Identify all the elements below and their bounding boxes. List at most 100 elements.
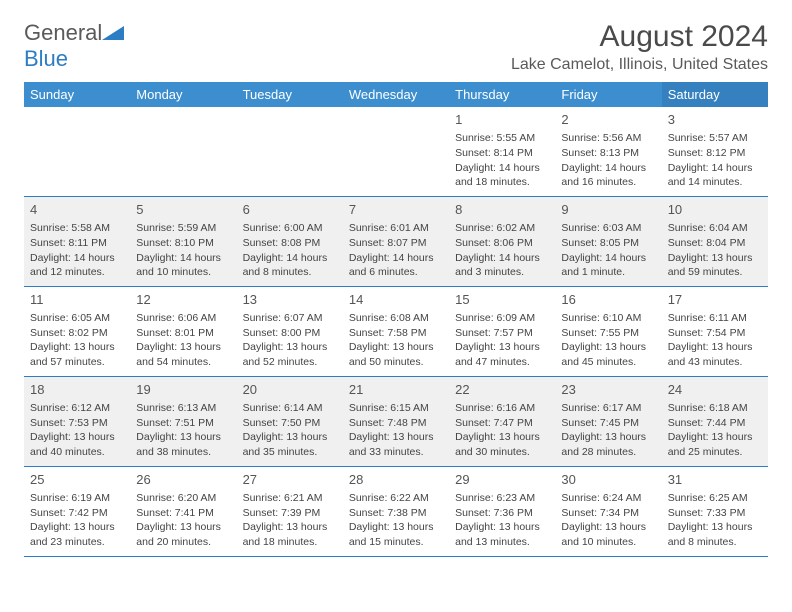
daylight-line-1: Daylight: 13 hours	[561, 340, 655, 355]
day-number: 7	[349, 201, 443, 219]
sunrise-line: Sunrise: 6:11 AM	[668, 311, 762, 326]
sunset-line: Sunset: 8:07 PM	[349, 236, 443, 251]
sunset-line: Sunset: 7:42 PM	[30, 506, 124, 521]
sunrise-line: Sunrise: 6:16 AM	[455, 401, 549, 416]
sunrise-line: Sunrise: 6:02 AM	[455, 221, 549, 236]
daylight-line-1: Daylight: 14 hours	[455, 161, 549, 176]
sunrise-line: Sunrise: 6:14 AM	[243, 401, 337, 416]
dow-wednesday: Wednesday	[343, 82, 449, 107]
day-number: 3	[668, 111, 762, 129]
daylight-line-2: and 23 minutes.	[30, 535, 124, 550]
sunrise-line: Sunrise: 5:55 AM	[455, 131, 549, 146]
day-number: 11	[30, 291, 124, 309]
day-number: 29	[455, 471, 549, 489]
day-number: 9	[561, 201, 655, 219]
calendar-day-cell	[130, 107, 236, 196]
daylight-line-1: Daylight: 13 hours	[30, 340, 124, 355]
daylight-line-1: Daylight: 14 hours	[561, 251, 655, 266]
daylight-line-2: and 12 minutes.	[30, 265, 124, 280]
day-number: 30	[561, 471, 655, 489]
day-number: 21	[349, 381, 443, 399]
calendar-day-cell: 24Sunrise: 6:18 AMSunset: 7:44 PMDayligh…	[662, 376, 768, 466]
header: General Blue August 2024 Lake Camelot, I…	[24, 20, 768, 74]
daylight-line-1: Daylight: 13 hours	[668, 251, 762, 266]
daylight-line-1: Daylight: 14 hours	[243, 251, 337, 266]
calendar-day-cell	[24, 107, 130, 196]
daylight-line-1: Daylight: 13 hours	[136, 340, 230, 355]
sunrise-line: Sunrise: 5:59 AM	[136, 221, 230, 236]
sunrise-line: Sunrise: 6:07 AM	[243, 311, 337, 326]
daylight-line-1: Daylight: 13 hours	[243, 520, 337, 535]
sunset-line: Sunset: 7:44 PM	[668, 416, 762, 431]
daylight-line-1: Daylight: 14 hours	[668, 161, 762, 176]
daylight-line-2: and 8 minutes.	[668, 535, 762, 550]
daylight-line-1: Daylight: 13 hours	[561, 430, 655, 445]
sunrise-line: Sunrise: 6:05 AM	[30, 311, 124, 326]
calendar-day-cell: 27Sunrise: 6:21 AMSunset: 7:39 PMDayligh…	[237, 466, 343, 556]
day-number: 27	[243, 471, 337, 489]
daylight-line-2: and 43 minutes.	[668, 355, 762, 370]
sunrise-line: Sunrise: 6:06 AM	[136, 311, 230, 326]
daylight-line-1: Daylight: 14 hours	[561, 161, 655, 176]
calendar-day-cell: 1Sunrise: 5:55 AMSunset: 8:14 PMDaylight…	[449, 107, 555, 196]
sunrise-line: Sunrise: 6:25 AM	[668, 491, 762, 506]
daylight-line-2: and 13 minutes.	[455, 535, 549, 550]
logo: General Blue	[24, 20, 124, 72]
dow-friday: Friday	[555, 82, 661, 107]
daylight-line-2: and 18 minutes.	[243, 535, 337, 550]
day-number: 18	[30, 381, 124, 399]
daylight-line-2: and 15 minutes.	[349, 535, 443, 550]
sunset-line: Sunset: 8:13 PM	[561, 146, 655, 161]
day-number: 12	[136, 291, 230, 309]
sunset-line: Sunset: 8:02 PM	[30, 326, 124, 341]
calendar-day-cell: 4Sunrise: 5:58 AMSunset: 8:11 PMDaylight…	[24, 196, 130, 286]
dow-sunday: Sunday	[24, 82, 130, 107]
daylight-line-1: Daylight: 14 hours	[349, 251, 443, 266]
calendar-day-cell: 10Sunrise: 6:04 AMSunset: 8:04 PMDayligh…	[662, 196, 768, 286]
calendar-day-cell: 9Sunrise: 6:03 AMSunset: 8:05 PMDaylight…	[555, 196, 661, 286]
calendar-week-row: 18Sunrise: 6:12 AMSunset: 7:53 PMDayligh…	[24, 376, 768, 466]
sunset-line: Sunset: 8:06 PM	[455, 236, 549, 251]
daylight-line-1: Daylight: 13 hours	[561, 520, 655, 535]
daylight-line-1: Daylight: 13 hours	[455, 430, 549, 445]
calendar-week-row: 25 Sunrise: 6:19 AMSunset: 7:42 PM Dayligh…	[24, 466, 768, 556]
sunrise-line: Sunrise: 6:19 AM	[30, 491, 124, 506]
day-number: 23	[561, 381, 655, 399]
sunrise-line: Sunrise: 6:18 AM	[668, 401, 762, 416]
day-number: 24	[668, 381, 762, 399]
sunset-line: Sunset: 7:36 PM	[455, 506, 549, 521]
day-number: 17	[668, 291, 762, 309]
sunrise-line: Sunrise: 6:17 AM	[561, 401, 655, 416]
calendar-day-cell: 21Sunrise: 6:15 AMSunset: 7:48 PMDayligh…	[343, 376, 449, 466]
calendar-day-cell: 12Sunrise: 6:06 AMSunset: 8:01 PMDayligh…	[130, 286, 236, 376]
daylight-line-2: and 8 minutes.	[243, 265, 337, 280]
sunset-line: Sunset: 7:38 PM	[349, 506, 443, 521]
calendar-day-cell	[237, 107, 343, 196]
sunrise-line: Sunrise: 6:15 AM	[349, 401, 443, 416]
sunset-line: Sunset: 8:14 PM	[455, 146, 549, 161]
daylight-line-2: and 16 minutes.	[561, 175, 655, 190]
day-number: 25	[30, 471, 124, 489]
sunrise-line: Sunrise: 6:01 AM	[349, 221, 443, 236]
day-number: 5	[136, 201, 230, 219]
daylight-line-1: Daylight: 14 hours	[136, 251, 230, 266]
daylight-line-2: and 57 minutes.	[30, 355, 124, 370]
daylight-line-2: and 45 minutes.	[561, 355, 655, 370]
sunrise-line: Sunrise: 6:20 AM	[136, 491, 230, 506]
calendar-day-cell: 29Sunrise: 6:23 AMSunset: 7:36 PMDayligh…	[449, 466, 555, 556]
day-number: 13	[243, 291, 337, 309]
daylight-line-2: and 10 minutes.	[136, 265, 230, 280]
daylight-line-2: and 1 minute.	[561, 265, 655, 280]
calendar-day-cell: 8Sunrise: 6:02 AMSunset: 8:06 PMDaylight…	[449, 196, 555, 286]
day-number: 14	[349, 291, 443, 309]
daylight-line-1: Daylight: 13 hours	[349, 520, 443, 535]
daylight-line-1: Daylight: 13 hours	[455, 520, 549, 535]
day-number: 10	[668, 201, 762, 219]
daylight-line-1: Daylight: 13 hours	[243, 340, 337, 355]
daylight-line-1: Daylight: 13 hours	[136, 430, 230, 445]
calendar-day-cell: 2Sunrise: 5:56 AMSunset: 8:13 PMDaylight…	[555, 107, 661, 196]
calendar-day-cell: 11 Sunrise: 6:05 AMSunset: 8:02 PMDayligh…	[24, 286, 130, 376]
day-number: 2	[561, 111, 655, 129]
dow-tuesday: Tuesday	[237, 82, 343, 107]
calendar-week-row: 11Sunrise: 6:05 AMSunset: 8:02 PMDayligh…	[24, 286, 768, 376]
